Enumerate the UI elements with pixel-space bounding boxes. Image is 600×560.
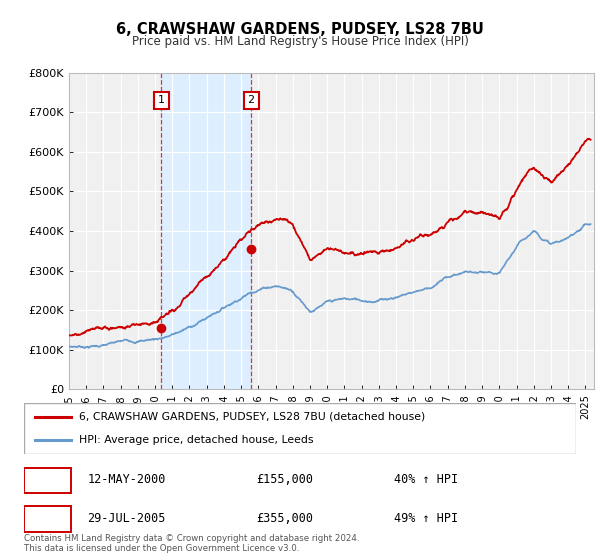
- FancyBboxPatch shape: [24, 506, 71, 532]
- FancyBboxPatch shape: [24, 403, 576, 454]
- Text: 12-MAY-2000: 12-MAY-2000: [88, 473, 166, 486]
- Bar: [161, 73, 251, 389]
- Text: 2: 2: [44, 512, 52, 525]
- Text: 49% ↑ HPI: 49% ↑ HPI: [394, 512, 458, 525]
- Text: HPI: Average price, detached house, Leeds: HPI: Average price, detached house, Leed…: [79, 435, 314, 445]
- Text: 40% ↑ HPI: 40% ↑ HPI: [394, 473, 458, 486]
- Text: 6, CRAWSHAW GARDENS, PUDSEY, LS28 7BU: 6, CRAWSHAW GARDENS, PUDSEY, LS28 7BU: [116, 22, 484, 38]
- FancyBboxPatch shape: [24, 468, 71, 493]
- Text: £355,000: £355,000: [256, 512, 313, 525]
- Text: This data is licensed under the Open Government Licence v3.0.: This data is licensed under the Open Gov…: [24, 544, 299, 553]
- Text: Contains HM Land Registry data © Crown copyright and database right 2024.: Contains HM Land Registry data © Crown c…: [24, 534, 359, 543]
- Text: 1: 1: [44, 473, 52, 486]
- Text: 6, CRAWSHAW GARDENS, PUDSEY, LS28 7BU (detached house): 6, CRAWSHAW GARDENS, PUDSEY, LS28 7BU (d…: [79, 412, 425, 422]
- Text: 2: 2: [248, 96, 254, 105]
- Text: Price paid vs. HM Land Registry's House Price Index (HPI): Price paid vs. HM Land Registry's House …: [131, 35, 469, 48]
- Text: £155,000: £155,000: [256, 473, 313, 486]
- Text: 29-JUL-2005: 29-JUL-2005: [88, 512, 166, 525]
- Text: 1: 1: [158, 96, 165, 105]
